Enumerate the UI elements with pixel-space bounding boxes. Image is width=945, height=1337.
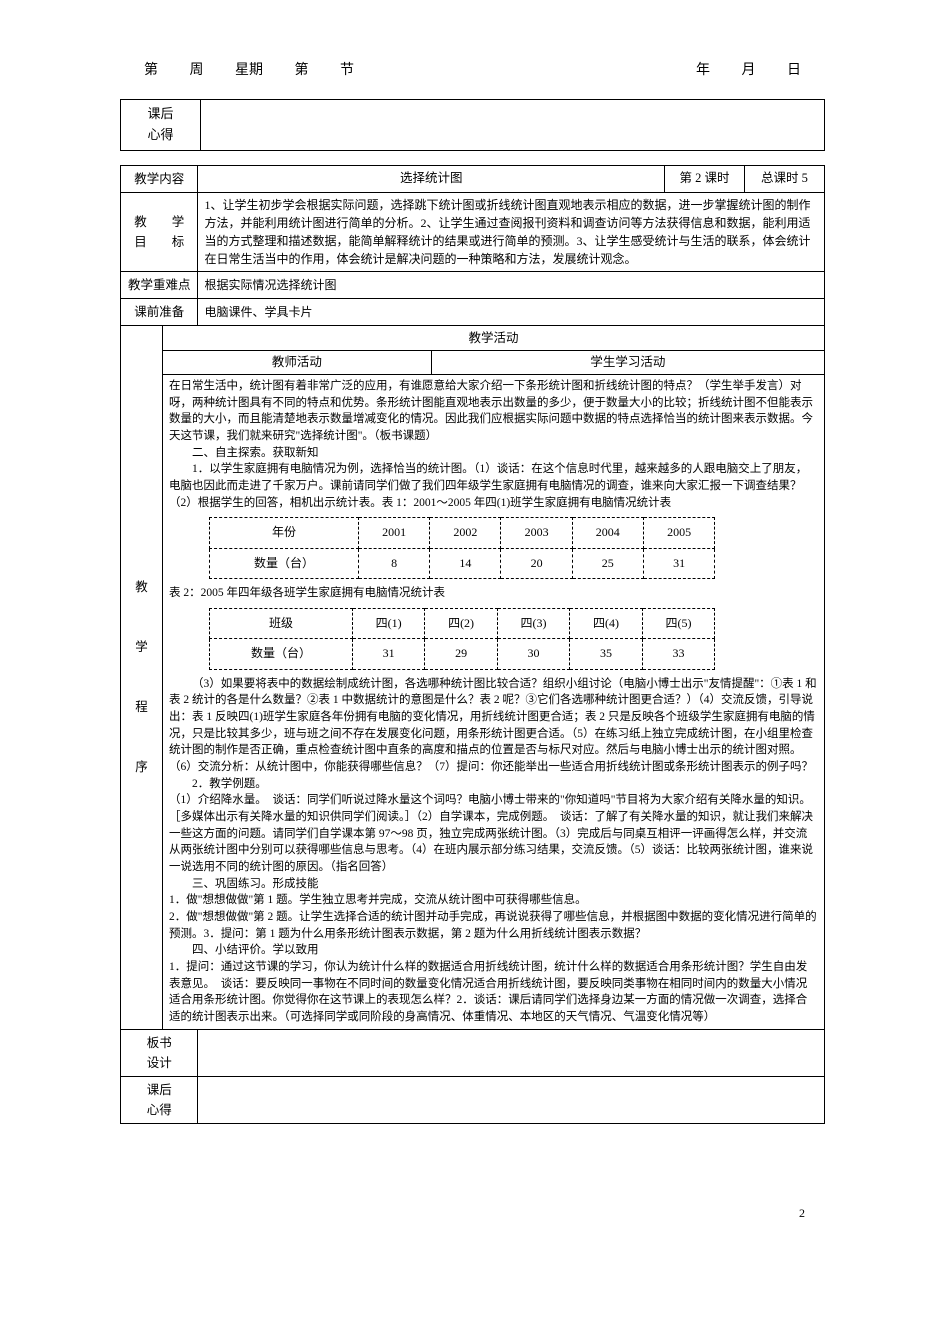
document-header: 第 周 星期 第 节 年 月 日 [120,60,825,91]
post-content [198,1076,825,1123]
label-month: 月 [742,63,756,78]
postlesson-label-line2: 心得 [127,125,194,146]
post-l2: 心得 [127,1100,191,1120]
student-col: 学生学习活动 [431,351,824,375]
sec4-p1: 1．提问：通过这节课的学习，你认为统计什么样的数据适合用折线统计图，统计什么样的… [169,959,818,1026]
postlesson-box-top: 课后 心得 [120,99,825,151]
page-number: 2 [120,1204,825,1222]
board-label: 板书 设计 [121,1029,198,1076]
data-table-2: 班级 四(1) 四(2) 四(3) 四(4) 四(5) 数量（台） 31 29 … [209,608,715,670]
t1-v1: 8 [358,548,429,578]
proc-l3: 程 [127,692,156,722]
t1-c4: 2004 [572,518,643,548]
t2-h1: 班级 [210,608,353,638]
t2-c1: 四(1) [352,608,424,638]
t1-c2: 2002 [430,518,501,548]
post-label: 课后 心得 [121,1076,198,1123]
t2-v4: 35 [570,639,642,669]
label-period-suffix: 节 [340,63,354,78]
t2-v1: 31 [352,639,424,669]
t1-h1: 年份 [210,518,359,548]
board-content [198,1029,825,1076]
t1-h2: 数量（台） [210,548,359,578]
t1-v3: 20 [501,548,572,578]
label-week-suffix: 周 [190,63,204,78]
sec3-p1: 1．做"想想做做"第 1 题。学生独立思考并完成，交流从统计图中可获得哪些信息。 [169,892,818,909]
postlesson-content-top [201,100,825,151]
goal-label-1: 教 学 [127,212,191,232]
label-day-suffix: 日 [787,63,801,78]
t2-v5: 33 [642,639,715,669]
total-period: 总课时 5 [745,165,825,192]
sec3-title: 三、巩固练习。形成技能 [169,876,818,893]
label-day: 星期 [235,63,263,78]
label-year: 年 [696,63,710,78]
board-l1: 板书 [127,1033,191,1053]
prep-label: 课前准备 [121,298,198,325]
t2-caption: 表 2：2005 年四年级各班学生家庭拥有电脑情况统计表 [169,585,818,602]
period-number: 第 2 课时 [665,165,745,192]
t1-v2: 14 [430,548,501,578]
t1-v4: 25 [572,548,643,578]
t2-c4: 四(4) [570,608,642,638]
board-l2: 设计 [127,1053,191,1073]
t2-c2: 四(2) [425,608,497,638]
header-right: 年 月 日 [682,60,815,81]
key-text: 根据实际情况选择统计图 [198,271,825,298]
activity-header: 教学活动 [163,325,825,351]
t1-c5: 2005 [643,518,714,548]
para4: （1）介绍降水量。 谈话：同学们听说过降水量这个词吗？电脑小博士带来的"你知道吗… [169,792,818,875]
post-l1: 课后 [127,1080,191,1100]
sec3-p2: 2．做"想想做做"第 2 题。让学生选择合适的统计图并动手完成，再说说获得了哪些… [169,909,818,942]
t1-v5: 31 [643,548,714,578]
teacher-col: 教师活动 [163,351,432,375]
goal-label-2: 目 标 [127,232,191,252]
prep-text: 电脑课件、学具卡片 [198,298,825,325]
goal-label: 教 学 目 标 [121,192,198,271]
data-table-1: 年份 2001 2002 2003 2004 2005 数量（台） 8 14 2… [209,517,715,579]
lesson-table: 教学内容 选择统计图 第 2 课时 总课时 5 教 学 目 标 1、让学生初步学… [120,165,825,1124]
t1-c3: 2003 [501,518,572,548]
goal-text: 1、让学生初步学会根据实际问题，选择跳下统计图或折线统计图直观地表示相应的数据，… [198,192,825,271]
label-period: 第 [295,63,309,78]
intro-para: 在日常生活中，统计图有着非常广泛的应用，有谁愿意给大家介绍一下条形统计图和折线统… [169,378,818,445]
procedure-label: 教 学 程 序 [121,325,163,1029]
sec2-2: 2．教学例题。 [169,776,818,793]
key-label: 教学重难点 [121,271,198,298]
header-left: 第 周 星期 第 节 [130,60,368,81]
postlesson-label: 课后 心得 [121,100,201,151]
t2-v2: 29 [425,639,497,669]
proc-l2: 学 [127,632,156,662]
sec4-title: 四、小结评价。学以致用 [169,942,818,959]
proc-l1: 教 [127,572,156,602]
t2-h2: 数量（台） [210,639,353,669]
t2-v3: 30 [497,639,569,669]
t2-c3: 四(3) [497,608,569,638]
sec2-title: 二、自主探索。获取新知 [169,445,818,462]
label-week: 第 [144,63,158,78]
t1-c1: 2001 [358,518,429,548]
content-title: 选择统计图 [198,165,665,192]
content-label: 教学内容 [121,165,198,192]
sec2-p1: 1．以学生家庭拥有电脑情况为例，选择恰当的统计图。（1）谈话：在这个信息时代里，… [169,461,818,511]
procedure-content: 在日常生活中，统计图有着非常广泛的应用，有谁愿意给大家介绍一下条形统计图和折线统… [163,375,825,1030]
proc-l4: 序 [127,752,156,782]
para3: （3）如果要将表中的数据绘制成统计图，各选哪种统计图比较合适？组织小组讨论（电脑… [169,676,818,776]
t2-c5: 四(5) [642,608,715,638]
postlesson-label-line1: 课后 [127,104,194,125]
